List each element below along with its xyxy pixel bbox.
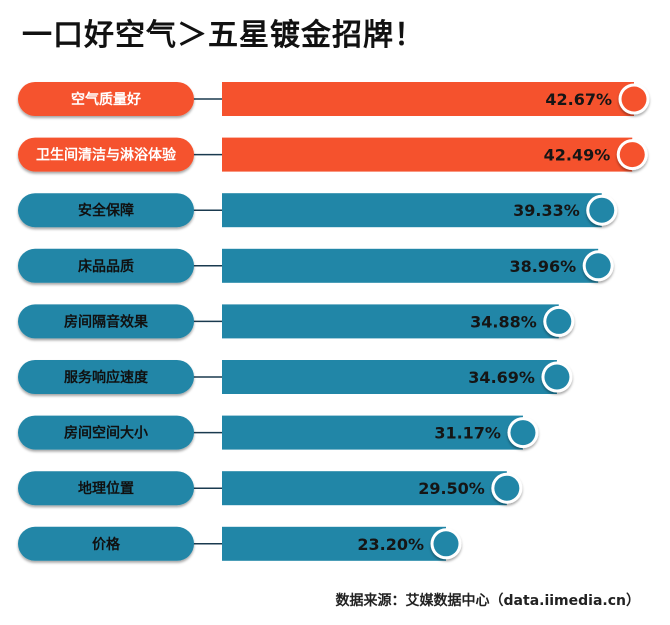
bar-end-dot <box>544 364 570 390</box>
bar <box>222 471 507 506</box>
value-label: 42.49% <box>544 146 611 165</box>
category-label: 地理位置 <box>78 480 134 497</box>
value-label: 34.69% <box>468 368 535 387</box>
bar-row: 房间隔音效果 34.88% <box>18 304 575 339</box>
bar-end-dot <box>494 475 520 501</box>
bar <box>222 193 602 228</box>
category-pill <box>18 193 194 228</box>
bar <box>222 248 599 283</box>
category-label: 床品品质 <box>78 258 134 275</box>
bar-row: 卫生间清洁与淋浴体验 42.49% <box>18 137 648 172</box>
value-label: 31.17% <box>434 424 501 443</box>
bar <box>222 526 447 561</box>
bar-end-dot <box>546 308 572 334</box>
bar-row: 地理位置 29.50% <box>18 471 523 506</box>
bar-row: 空气质量好 42.67% <box>18 82 650 116</box>
category-label: 安全保障 <box>78 202 134 219</box>
bar-end-dot <box>619 142 645 168</box>
bar-row: 床品品质 38.96% <box>18 248 614 283</box>
category-label: 卫生间清洁与淋浴体验 <box>36 147 177 164</box>
value-label: 29.50% <box>418 479 485 498</box>
bar-end-dot <box>433 531 459 557</box>
source-note: 数据来源：艾媒数据中心（data.iimedia.cn） <box>335 593 640 609</box>
chart-rows: 空气质量好 42.67% 卫生间清洁与淋浴体验 42.49% 安全保障 39.33% 床品品… <box>18 82 650 561</box>
bar-row: 安全保障 39.33% <box>18 193 618 228</box>
category-pill <box>18 360 194 394</box>
bar-end-dot <box>589 197 615 223</box>
category-pill <box>18 248 194 283</box>
category-pill <box>18 304 194 339</box>
category-label: 价格 <box>92 536 121 553</box>
bar <box>222 304 559 339</box>
bar <box>222 360 557 394</box>
bar-row: 服务响应速度 34.69% <box>18 360 573 394</box>
category-pill <box>18 137 194 172</box>
category-label: 房间空间大小 <box>64 425 148 442</box>
bar-end-dot <box>510 420 536 446</box>
value-label: 42.67% <box>545 90 612 109</box>
bar <box>222 137 633 172</box>
bar-row: 房间空间大小 31.17% <box>18 415 539 450</box>
category-label: 房间隔音效果 <box>64 313 149 330</box>
category-pill <box>18 82 194 116</box>
value-label: 39.33% <box>513 201 580 220</box>
bar-row: 价格 23.20% <box>18 526 462 561</box>
category-pill <box>18 526 194 561</box>
bar-end-dot <box>585 253 611 279</box>
value-label: 34.88% <box>470 312 537 331</box>
category-pill <box>18 415 194 450</box>
category-pill <box>18 471 194 506</box>
value-label: 23.20% <box>357 535 424 554</box>
bar <box>222 415 523 450</box>
value-label: 38.96% <box>510 257 577 276</box>
category-label: 服务响应速度 <box>64 369 149 386</box>
category-label: 空气质量好 <box>71 91 141 108</box>
bar <box>222 82 634 116</box>
chart-title: 一口好空气＞五星镀金招牌！ <box>22 18 425 53</box>
bar-end-dot <box>621 86 647 112</box>
